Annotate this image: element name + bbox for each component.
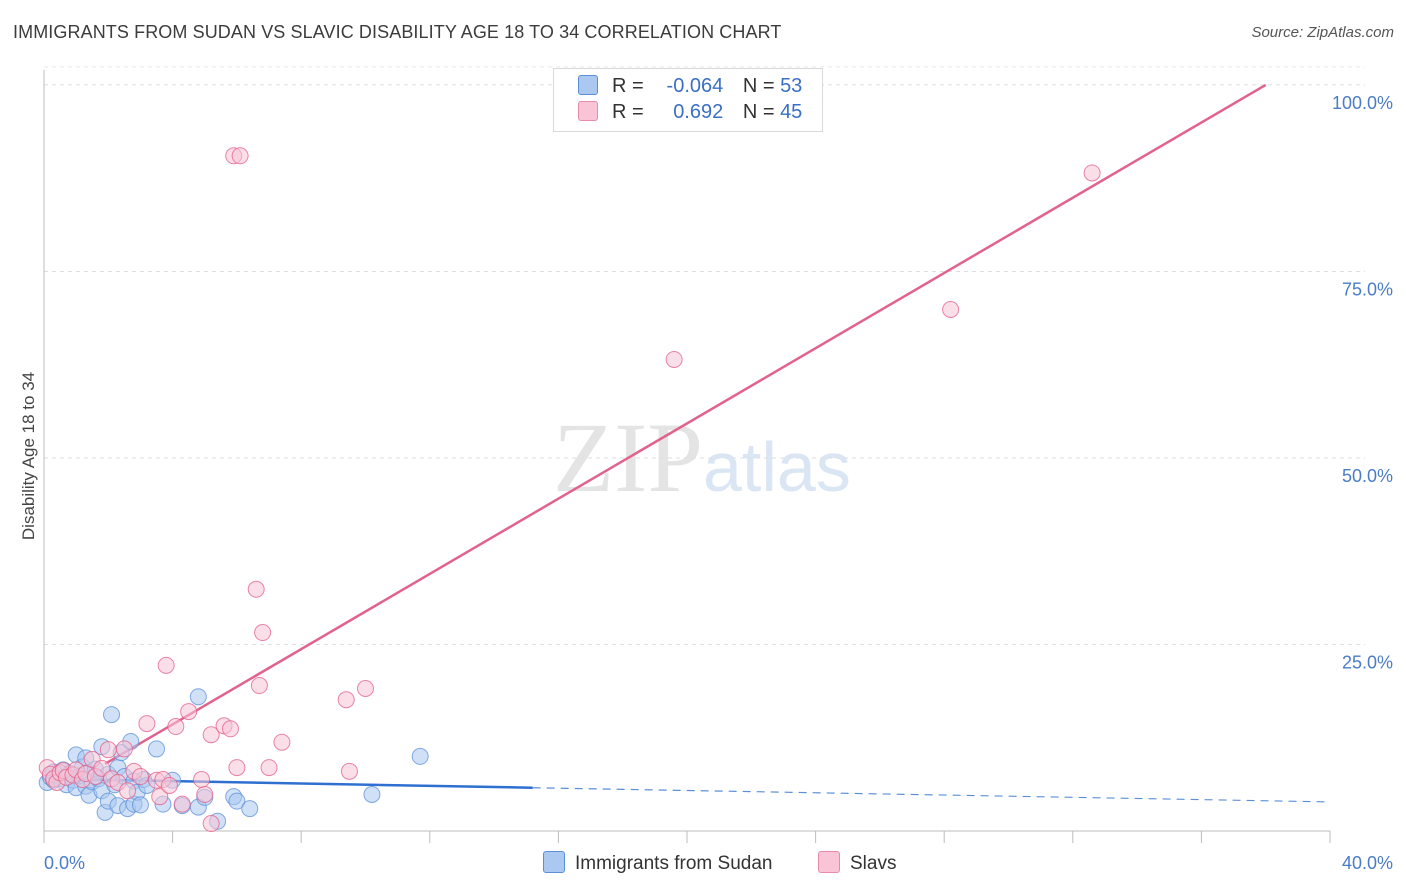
data-points xyxy=(38,147,1101,833)
point-slavs xyxy=(221,720,239,738)
legend-r-label: R = xyxy=(612,101,644,123)
point-slavs xyxy=(157,656,175,674)
legend-n-label: N = xyxy=(742,75,775,97)
point-slavs xyxy=(138,715,156,733)
point-sudan xyxy=(131,796,149,814)
point-slavs xyxy=(160,776,178,794)
bottom-legend-label-sudan: Immigrants from Sudan xyxy=(575,853,773,874)
bottom-legend-swatch-slavs xyxy=(818,851,840,873)
legend-r-value-slavs: 0.692 xyxy=(673,101,724,123)
y-tick-label: 50.0% xyxy=(1342,466,1393,486)
legend-swatch-sudan xyxy=(578,75,598,95)
point-slavs xyxy=(93,759,111,777)
point-sudan xyxy=(228,792,246,810)
correlation-legend: R = -0.064 N = 53 R = 0.692 N = 45 xyxy=(553,68,823,132)
point-slavs xyxy=(231,147,249,165)
legend-row-slavs: R = 0.692 N = 45 xyxy=(578,101,802,127)
source-label: Source: ZipAtlas.com xyxy=(1251,24,1394,41)
point-slavs xyxy=(665,350,683,368)
point-slavs xyxy=(115,740,133,758)
point-sudan xyxy=(103,706,121,724)
point-slavs xyxy=(357,679,374,697)
point-slavs xyxy=(1083,164,1101,182)
point-sudan xyxy=(189,688,207,706)
legend-swatch-slavs xyxy=(578,101,598,121)
legend-n-value-slavs: 45 xyxy=(780,101,803,123)
point-slavs xyxy=(254,624,272,642)
point-slavs xyxy=(99,741,117,759)
point-sudan xyxy=(411,747,429,765)
legend-row-sudan: R = -0.064 N = 53 xyxy=(578,75,802,101)
point-slavs xyxy=(151,788,169,806)
point-slavs xyxy=(167,718,185,736)
trend-extension-sudan xyxy=(532,787,1331,803)
x-tick-label: 0.0% xyxy=(44,853,85,873)
point-slavs xyxy=(173,795,191,813)
point-slavs xyxy=(942,300,960,318)
point-slavs xyxy=(193,771,211,789)
bottom-legend-swatch-sudan xyxy=(543,851,565,873)
trend-line-slavs xyxy=(104,83,1267,765)
y-axis-label: Disability Age 18 to 34 xyxy=(19,372,38,540)
legend-n-value-sudan: 53 xyxy=(780,75,803,97)
chart-title: IMMIGRANTS FROM SUDAN VS SLAVIC DISABILI… xyxy=(13,22,782,42)
point-slavs xyxy=(119,782,137,800)
legend-n-label: N = xyxy=(742,101,775,123)
watermark: ZIPatlas xyxy=(553,400,851,515)
point-slavs xyxy=(202,815,220,833)
point-slavs xyxy=(337,691,355,709)
legend-r-value-sudan: -0.064 xyxy=(666,75,724,97)
point-slavs xyxy=(273,733,291,751)
trend-lines xyxy=(43,83,1331,803)
axes xyxy=(43,70,1331,843)
y-tick-label: 25.0% xyxy=(1342,652,1393,672)
bottom-legend-label-slavs: Slavs xyxy=(850,853,897,874)
y-tick-label: 75.0% xyxy=(1342,279,1393,299)
point-slavs xyxy=(202,726,220,744)
point-sudan xyxy=(148,740,166,758)
x-tick-label: 40.0% xyxy=(1342,853,1393,873)
legend-r-label: R = xyxy=(612,75,644,97)
point-slavs xyxy=(228,759,246,777)
point-slavs xyxy=(180,703,198,721)
point-slavs xyxy=(196,785,214,803)
point-sudan xyxy=(363,785,381,803)
tick-labels: 25.0% 50.0% 75.0% 100.0% 0.0% 40.0% xyxy=(44,93,1393,873)
bottom-legend-slavs: Slavs xyxy=(818,851,896,875)
point-slavs xyxy=(260,759,278,777)
point-slavs xyxy=(340,762,358,780)
point-slavs xyxy=(247,580,265,598)
y-tick-label: 100.0% xyxy=(1332,93,1393,113)
point-sudan xyxy=(241,800,259,818)
watermark-atlas: atlas xyxy=(703,428,851,506)
point-slavs xyxy=(131,768,149,786)
point-slavs xyxy=(250,677,268,695)
bottom-legend-sudan: Immigrants from Sudan xyxy=(543,851,772,875)
